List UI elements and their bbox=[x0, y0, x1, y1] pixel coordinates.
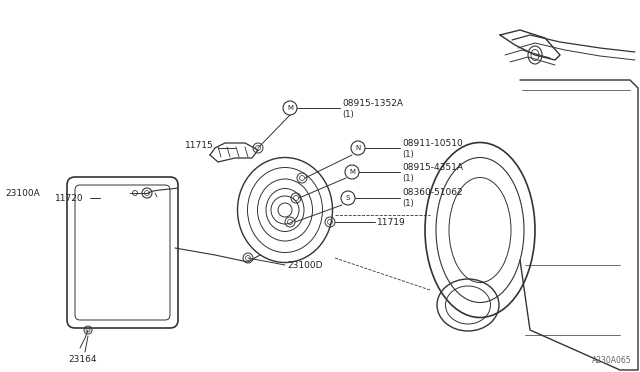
Text: (1): (1) bbox=[342, 109, 354, 119]
Text: (1): (1) bbox=[402, 173, 413, 183]
Text: (1): (1) bbox=[402, 199, 413, 208]
Text: 23100D: 23100D bbox=[287, 260, 323, 269]
Text: A230A065: A230A065 bbox=[593, 356, 632, 365]
Text: 11719: 11719 bbox=[377, 218, 406, 227]
Text: M: M bbox=[287, 105, 293, 111]
Text: 08915-4351A: 08915-4351A bbox=[402, 163, 463, 171]
Text: 08911-10510: 08911-10510 bbox=[402, 138, 463, 148]
Text: 23100A: 23100A bbox=[5, 189, 40, 198]
Text: S: S bbox=[346, 195, 350, 201]
Text: N: N bbox=[355, 145, 360, 151]
Text: 11720: 11720 bbox=[55, 193, 84, 202]
Text: 11715: 11715 bbox=[185, 141, 214, 150]
Text: 08915-1352A: 08915-1352A bbox=[342, 99, 403, 108]
Text: 23164: 23164 bbox=[68, 356, 97, 365]
Text: M: M bbox=[349, 169, 355, 175]
Text: (1): (1) bbox=[402, 150, 413, 158]
Text: 08360-51062: 08360-51062 bbox=[402, 187, 463, 196]
